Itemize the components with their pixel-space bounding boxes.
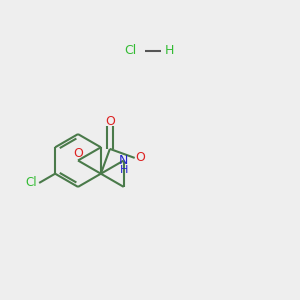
Text: O: O [135, 151, 145, 164]
Text: O: O [105, 115, 115, 128]
Text: H: H [165, 44, 174, 58]
Text: N: N [119, 154, 128, 167]
Text: Cl: Cl [26, 176, 38, 189]
Text: O: O [73, 147, 83, 161]
Text: H: H [119, 164, 128, 175]
Text: Cl: Cl [124, 44, 136, 58]
